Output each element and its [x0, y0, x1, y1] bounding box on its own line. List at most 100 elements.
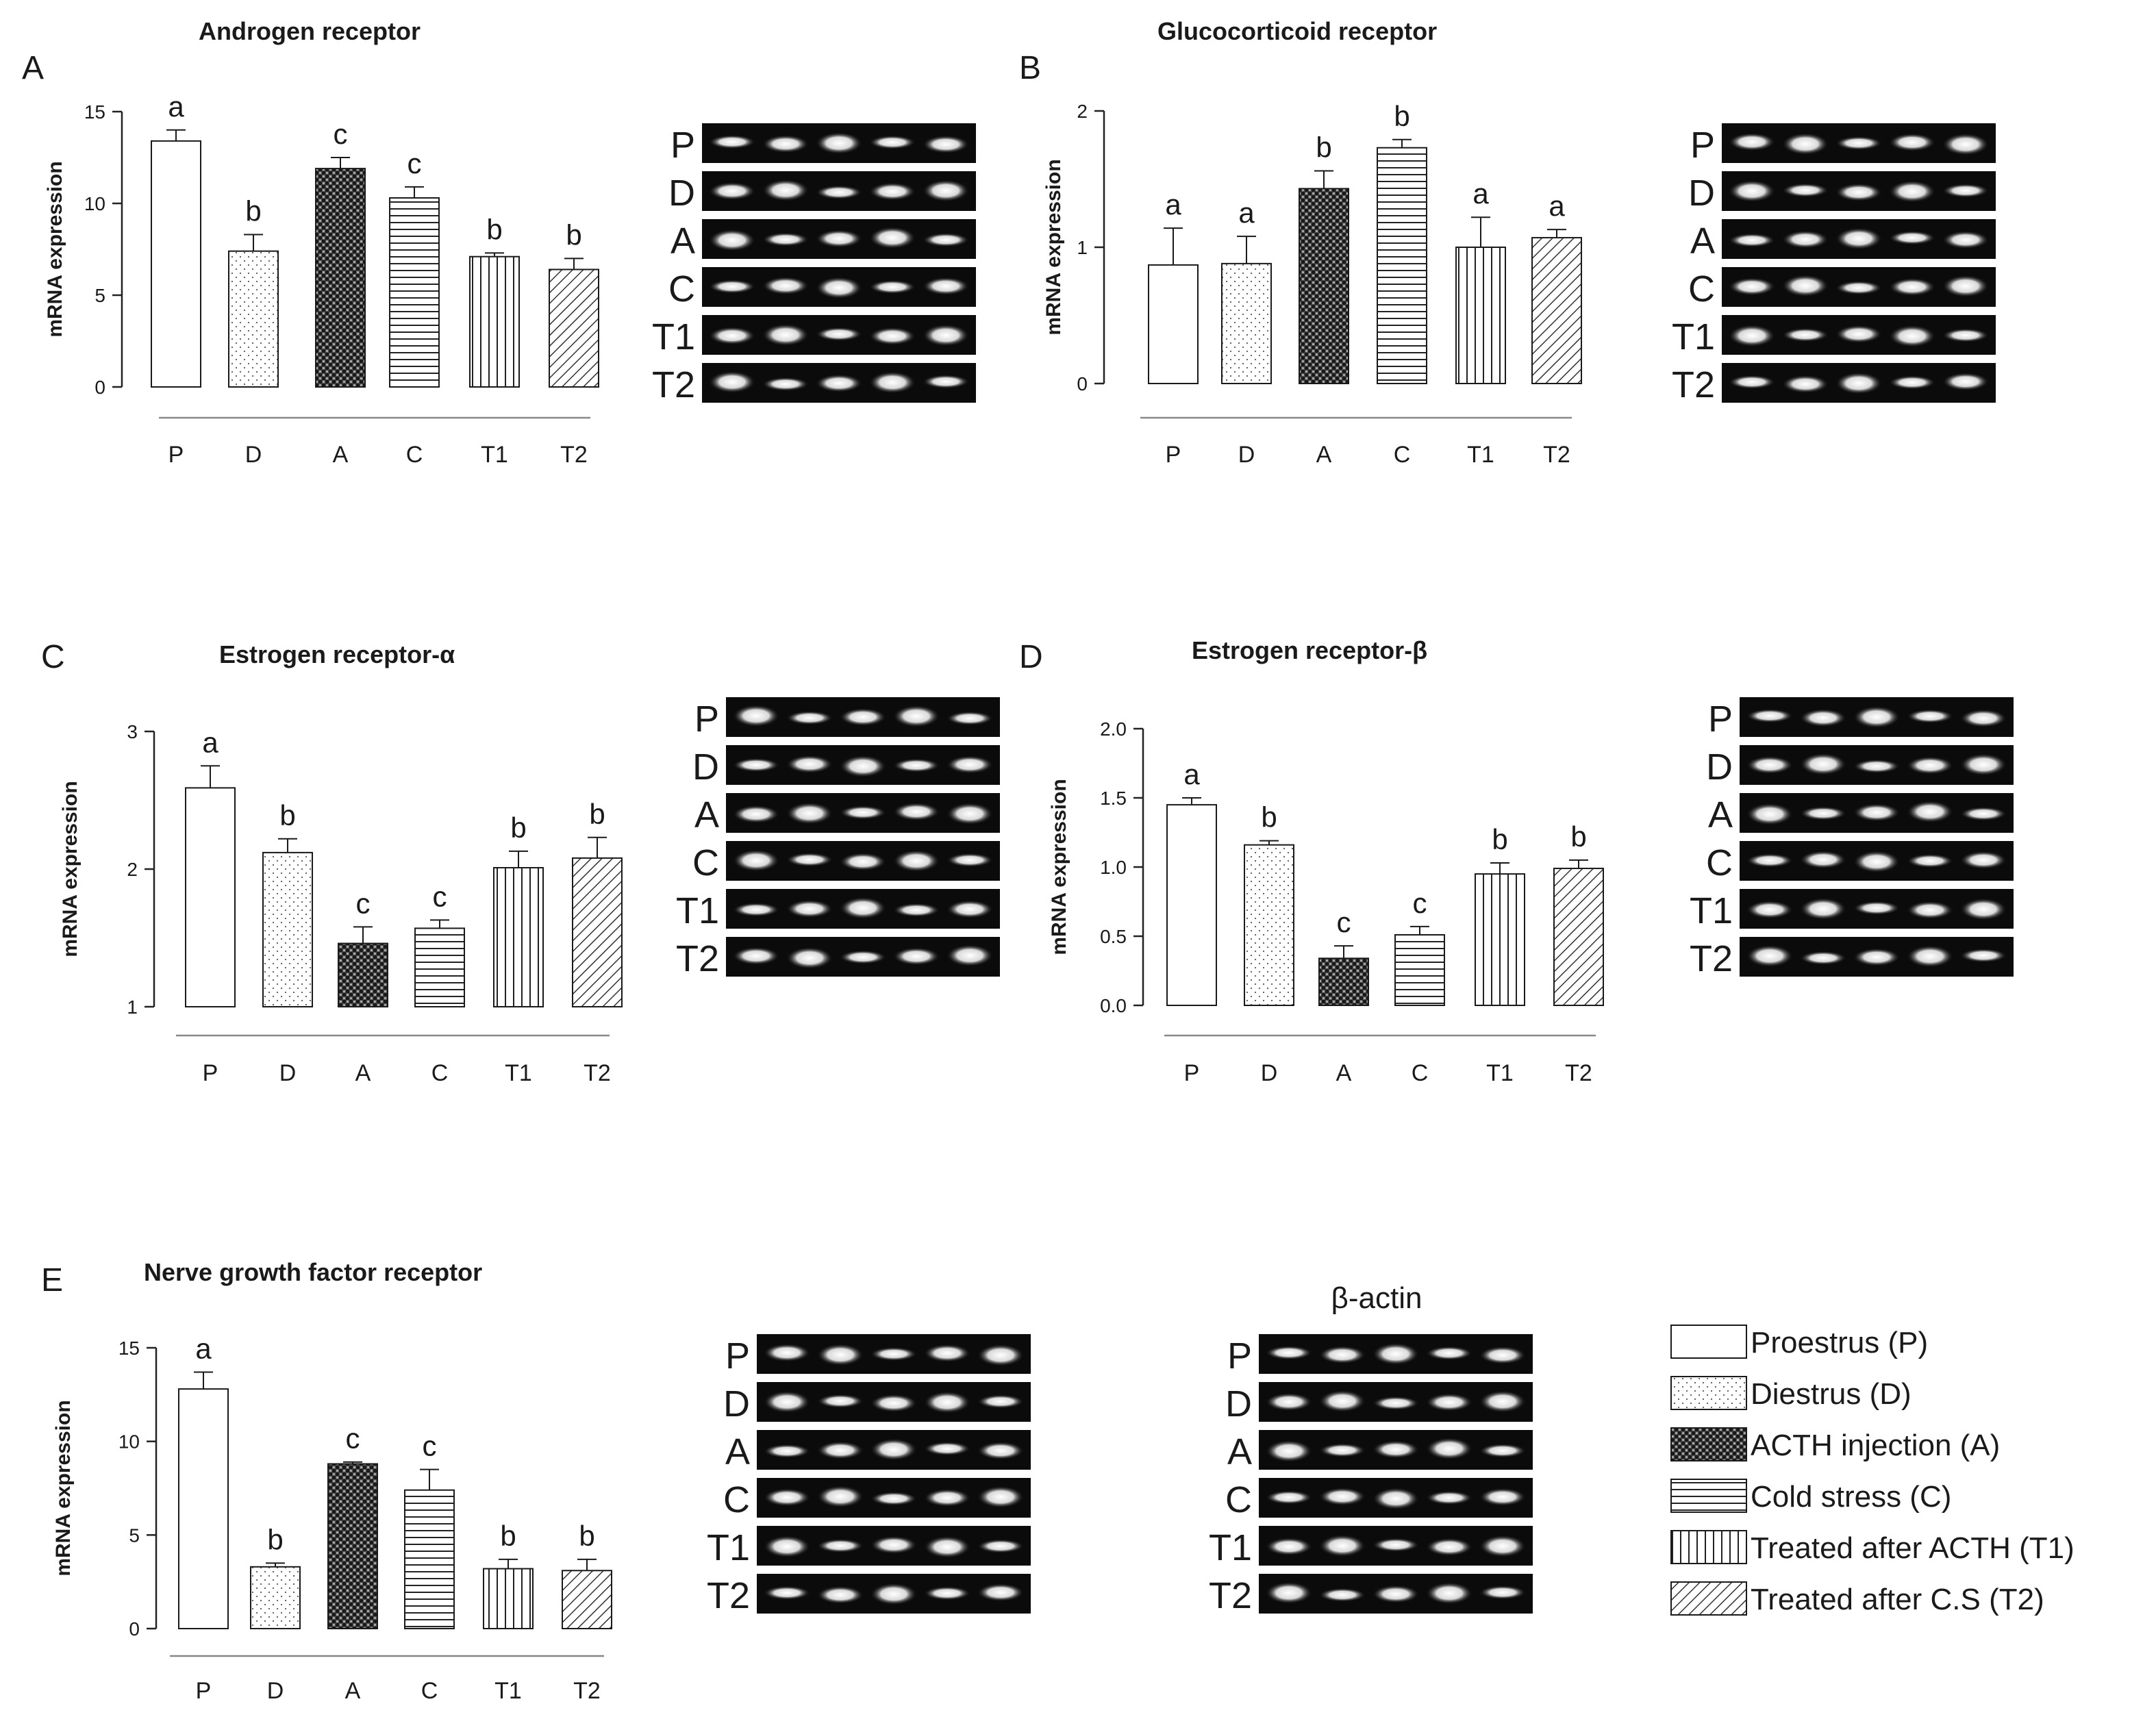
gel-band: [1426, 1393, 1472, 1411]
significance-letter: b: [589, 798, 605, 830]
significance-letter: c: [334, 118, 348, 150]
legend-label: Treated after C.S (T2): [1751, 1583, 2044, 1616]
gel-band: [1746, 944, 1793, 967]
bar-p: [1166, 804, 1217, 1006]
gel-band: [1889, 375, 1935, 390]
gel-band: [1800, 851, 1846, 869]
gel-band: [893, 850, 940, 872]
bar-d: [1244, 844, 1294, 1007]
gel-lane-label: T2: [1209, 1575, 1252, 1616]
panel-letter: C: [41, 639, 65, 675]
gel-band: [817, 1585, 864, 1604]
gel-band: [1960, 753, 2007, 776]
gel-lane-label: D: [668, 173, 695, 214]
gel-band: [1729, 180, 1775, 202]
gel-band: [947, 900, 993, 918]
bar-a: [315, 168, 366, 388]
significance-letter: a: [1165, 188, 1181, 221]
x-tick-label: T1: [505, 1060, 532, 1086]
gel-band: [1835, 325, 1882, 343]
gel-band: [1942, 231, 1989, 249]
y-axis-label: mRNA expression: [1042, 159, 1065, 335]
gel-band: [1426, 1538, 1472, 1556]
gel-band: [816, 229, 862, 248]
y-tick-label: 2: [127, 859, 138, 880]
panel-e: E Nerve growth factor receptor 0 5 10 15 mRNA …: [41, 1258, 1031, 1704]
gel-band: [733, 805, 779, 823]
y-tick-label: 3: [127, 721, 138, 742]
gel-band: [870, 1583, 917, 1605]
gel-band: [1800, 753, 1846, 775]
gel-band: [1942, 275, 1989, 297]
x-tick-label: T2: [584, 1060, 611, 1086]
bar-t2: [549, 268, 599, 388]
gel-band: [786, 946, 833, 969]
gel-band: [1889, 231, 1935, 245]
x-tick-label: T2: [573, 1678, 601, 1704]
x-tick-label: T2: [1565, 1060, 1592, 1086]
gel-band: [1907, 945, 1953, 968]
gel-lane-label: T2: [1690, 938, 1733, 979]
gel-band: [817, 1485, 864, 1508]
gel-band: [764, 1344, 810, 1362]
panel-a: A Androgen receptor 0 5 10 15 mRNA expression a…: [22, 17, 976, 468]
gel-band: [709, 371, 755, 393]
bar-p: [185, 787, 236, 1008]
gel-band: [1907, 854, 1953, 868]
x-tick-label: D: [1261, 1060, 1278, 1086]
bar-t2: [572, 857, 623, 1008]
x-tick-label: T1: [494, 1678, 522, 1704]
gel-band: [733, 705, 779, 727]
gel-band: [1960, 898, 2007, 920]
gel-band: [764, 1585, 810, 1600]
gel-band: [869, 280, 916, 294]
x-tick-label: D: [267, 1678, 284, 1704]
gel-band: [1853, 948, 1900, 966]
y-axis-label: mRNA expression: [44, 161, 66, 337]
x-tick-label: T2: [560, 442, 588, 468]
gel-band: [1426, 1582, 1472, 1605]
gel-band: [1835, 227, 1882, 250]
y-axis-label: mRNA expression: [1048, 779, 1070, 955]
significance-letter: b: [510, 812, 526, 844]
x-tick-label: C: [1394, 442, 1411, 468]
gel-band: [870, 1347, 917, 1361]
gel-lane-label: T1: [1672, 316, 1715, 357]
gel-band: [1729, 233, 1775, 247]
gel-band: [870, 1492, 917, 1506]
x-tick-label: P: [196, 1678, 212, 1704]
y-tick-label: 5: [129, 1524, 140, 1546]
gel-band: [733, 903, 779, 917]
y-tick-label: 0.0: [1100, 995, 1127, 1016]
gel-band: [1782, 375, 1829, 393]
significance-letter: b: [1261, 801, 1277, 833]
gel-band: [1853, 851, 1900, 873]
gel-lane-label: C: [692, 842, 719, 883]
gel-lane-label: T2: [652, 364, 695, 405]
gel-lane-label: D: [1225, 1383, 1252, 1425]
gel-band: [762, 277, 809, 295]
legend-swatch: [1670, 1530, 1747, 1564]
gel-band: [840, 950, 886, 964]
significance-letter: b: [267, 1523, 283, 1555]
gel-band: [816, 277, 862, 299]
gel-band: [1746, 756, 1793, 774]
x-tick-label: D: [279, 1060, 297, 1086]
gel-band: [709, 279, 755, 294]
gel-band: [817, 1394, 864, 1408]
legend-label: Treated after ACTH (T1): [1751, 1531, 2074, 1565]
gel-band: [816, 132, 862, 154]
bar-c: [1394, 933, 1445, 1006]
gel-band: [817, 1441, 864, 1459]
gel-lane-label: D: [692, 746, 719, 788]
bar-t1: [483, 1568, 534, 1630]
panel-b: B Glucocorticoid receptor 0 1 2 mRNA expressi…: [1019, 17, 1996, 468]
gel-band: [869, 135, 916, 149]
gel-band: [1835, 183, 1882, 201]
gel-band: [709, 327, 755, 345]
bar-d: [1221, 262, 1272, 384]
gel-band: [1319, 1588, 1366, 1602]
